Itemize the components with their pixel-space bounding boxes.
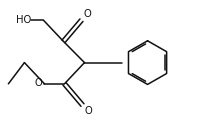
Text: O: O: [84, 106, 92, 116]
Text: HO: HO: [16, 15, 31, 25]
Text: O: O: [83, 9, 91, 19]
Text: O: O: [35, 78, 42, 88]
